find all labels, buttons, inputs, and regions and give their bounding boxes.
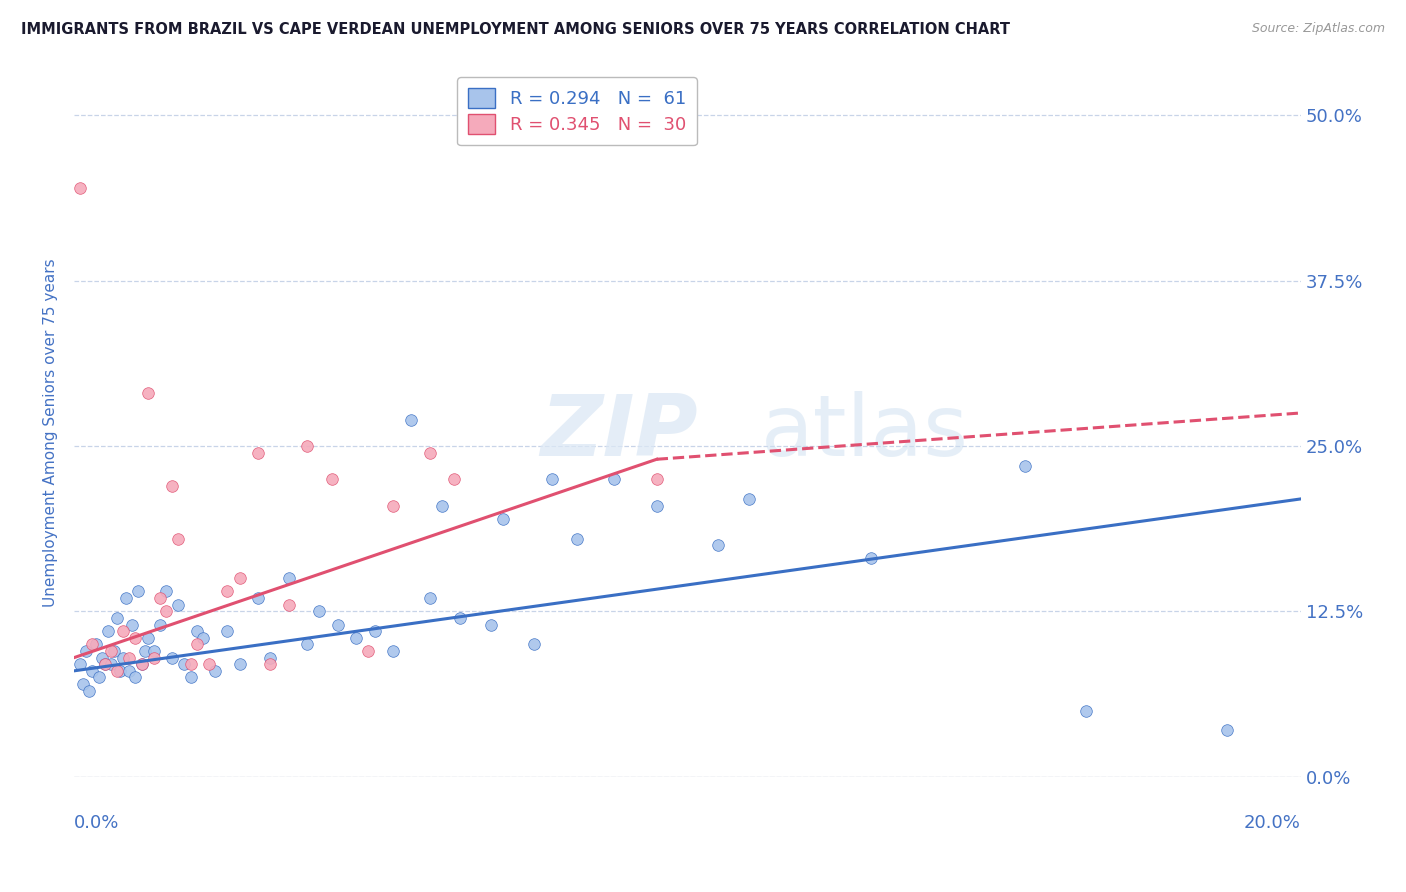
Text: 20.0%: 20.0% xyxy=(1244,814,1301,832)
Point xyxy=(419,591,441,606)
Point xyxy=(134,644,156,658)
Point xyxy=(180,657,202,672)
Point xyxy=(707,538,730,552)
Point xyxy=(79,683,101,698)
Point xyxy=(186,624,208,639)
Point xyxy=(191,631,214,645)
Point xyxy=(127,584,149,599)
Point xyxy=(131,657,153,672)
Point xyxy=(1216,723,1239,738)
Point xyxy=(401,412,423,426)
Point xyxy=(180,670,202,684)
Point xyxy=(142,644,165,658)
Point xyxy=(94,657,117,672)
Point xyxy=(228,571,250,585)
Point xyxy=(645,472,668,486)
Point xyxy=(186,637,208,651)
Point xyxy=(259,657,281,672)
Point xyxy=(160,650,183,665)
Point xyxy=(860,551,883,566)
Point xyxy=(82,664,104,678)
Text: 0.0%: 0.0% xyxy=(75,814,120,832)
Point xyxy=(173,657,195,672)
Point xyxy=(100,644,122,658)
Point xyxy=(295,637,318,651)
Point xyxy=(75,644,97,658)
Legend: R = 0.294   N =  61, R = 0.345   N =  30: R = 0.294 N = 61, R = 0.345 N = 30 xyxy=(457,78,697,145)
Point xyxy=(217,584,239,599)
Point xyxy=(479,617,502,632)
Point xyxy=(167,598,190,612)
Point xyxy=(419,445,441,459)
Point xyxy=(326,617,349,632)
Point xyxy=(87,670,110,684)
Point xyxy=(204,664,226,678)
Point xyxy=(738,491,761,506)
Point xyxy=(363,624,385,639)
Point xyxy=(136,631,159,645)
Point xyxy=(94,657,117,672)
Point xyxy=(382,644,405,658)
Point xyxy=(118,664,141,678)
Point xyxy=(603,472,626,486)
Point xyxy=(155,584,177,599)
Point xyxy=(105,664,128,678)
Text: IMMIGRANTS FROM BRAZIL VS CAPE VERDEAN UNEMPLOYMENT AMONG SENIORS OVER 75 YEARS : IMMIGRANTS FROM BRAZIL VS CAPE VERDEAN U… xyxy=(21,22,1010,37)
Point xyxy=(160,479,183,493)
Point xyxy=(217,624,239,639)
Point xyxy=(121,617,143,632)
Point xyxy=(82,637,104,651)
Point xyxy=(492,512,515,526)
Point xyxy=(1074,704,1097,718)
Point xyxy=(247,445,270,459)
Point xyxy=(344,631,367,645)
Point xyxy=(430,499,453,513)
Point xyxy=(100,657,122,672)
Point xyxy=(541,472,564,486)
Point xyxy=(565,532,588,546)
Point xyxy=(118,650,141,665)
Point xyxy=(112,650,135,665)
Point xyxy=(259,650,281,665)
Point xyxy=(167,532,190,546)
Point xyxy=(115,591,138,606)
Point xyxy=(131,657,153,672)
Point xyxy=(69,181,91,195)
Point xyxy=(247,591,270,606)
Point xyxy=(69,657,91,672)
Point xyxy=(228,657,250,672)
Point xyxy=(357,644,380,658)
Point xyxy=(523,637,546,651)
Y-axis label: Unemployment Among Seniors over 75 years: Unemployment Among Seniors over 75 years xyxy=(44,259,58,607)
Point xyxy=(149,617,172,632)
Point xyxy=(112,624,135,639)
Text: Source: ZipAtlas.com: Source: ZipAtlas.com xyxy=(1251,22,1385,36)
Point xyxy=(277,571,299,585)
Point xyxy=(84,637,107,651)
Point xyxy=(103,644,125,658)
Point xyxy=(382,499,405,513)
Point xyxy=(295,439,318,453)
Point xyxy=(198,657,221,672)
Point xyxy=(308,604,330,618)
Point xyxy=(149,591,172,606)
Point xyxy=(108,664,131,678)
Point xyxy=(136,386,159,401)
Point xyxy=(124,670,146,684)
Point xyxy=(321,472,343,486)
Point xyxy=(97,624,120,639)
Point xyxy=(124,631,146,645)
Text: atlas: atlas xyxy=(761,392,969,475)
Point xyxy=(72,677,94,691)
Point xyxy=(645,499,668,513)
Point xyxy=(155,604,177,618)
Point xyxy=(142,650,165,665)
Point xyxy=(105,611,128,625)
Point xyxy=(443,472,465,486)
Point xyxy=(90,650,112,665)
Point xyxy=(1014,458,1036,473)
Text: ZIP: ZIP xyxy=(540,392,697,475)
Point xyxy=(449,611,471,625)
Point xyxy=(277,598,299,612)
